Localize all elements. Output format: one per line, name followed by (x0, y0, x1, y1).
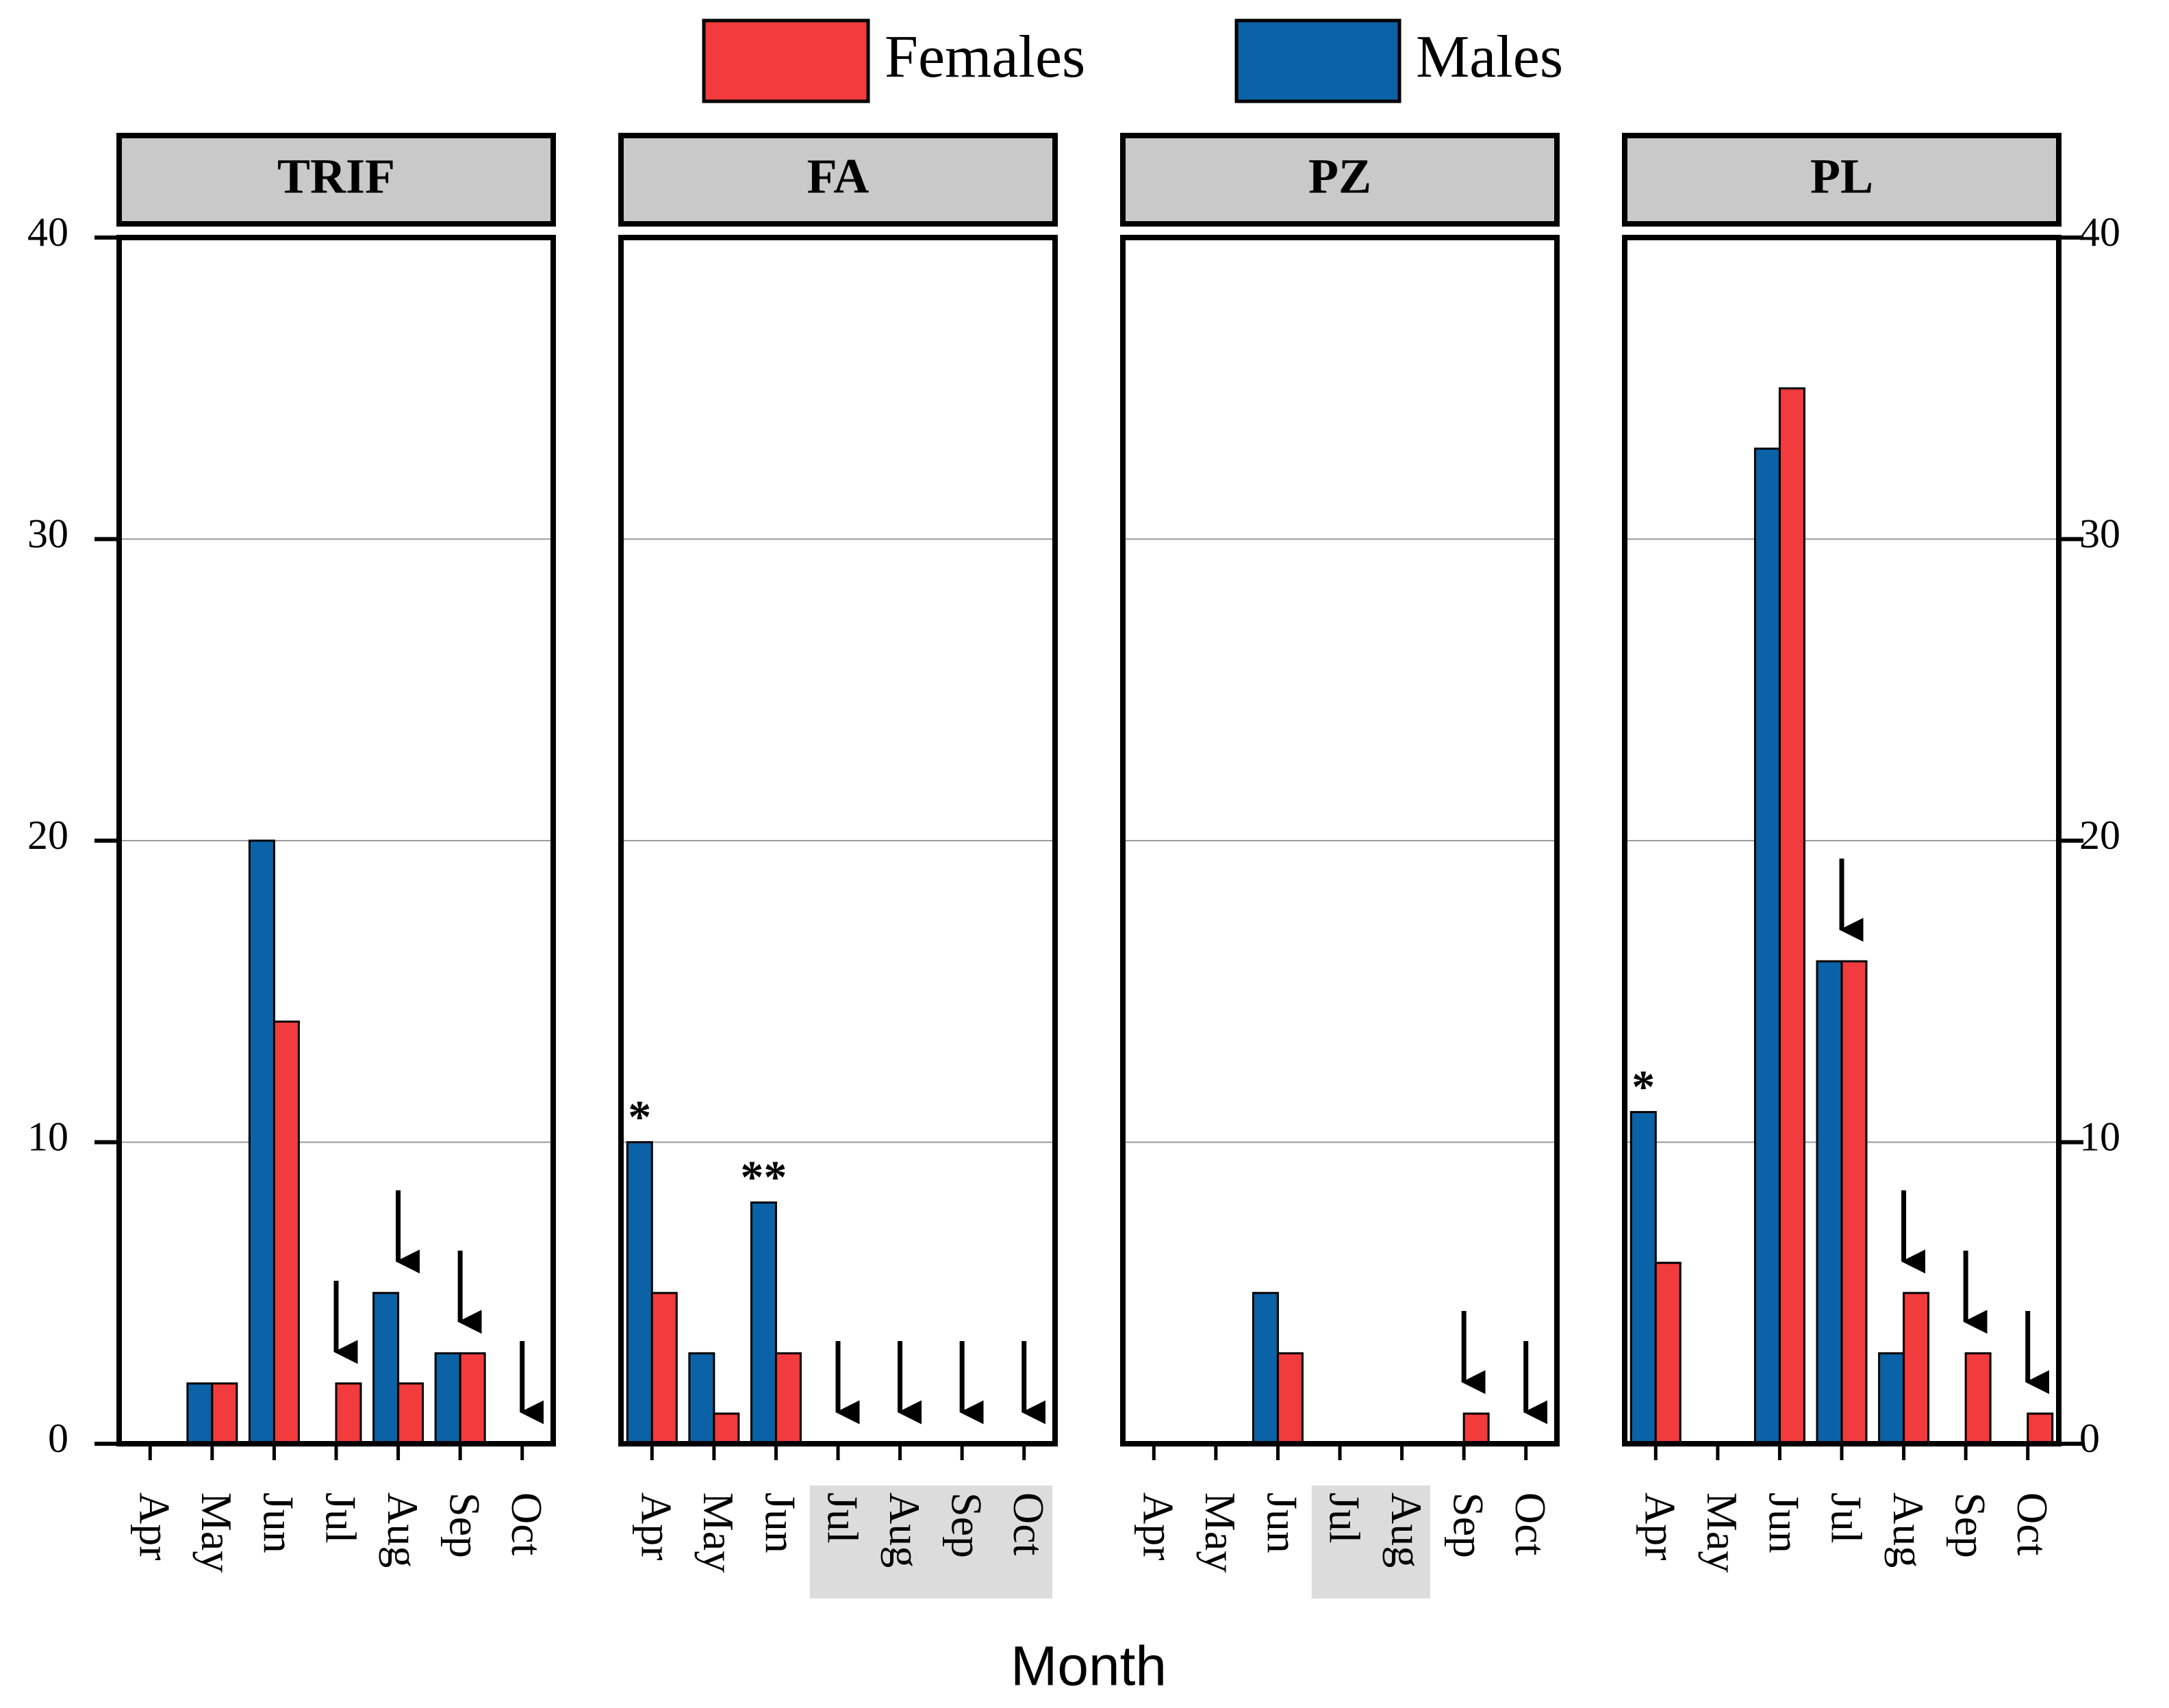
y-tick-label: 10 (27, 1114, 68, 1159)
annotation: ** (740, 1151, 787, 1203)
bar (372, 1292, 400, 1445)
x-tick-label: Oct (503, 1492, 551, 1556)
x-tick-label: Aug (880, 1492, 929, 1568)
x-tick-label: May (1698, 1492, 1747, 1572)
x-tick-label: May (192, 1492, 241, 1572)
bar (713, 1412, 740, 1445)
bar (1840, 960, 1868, 1445)
panel-title: PZ (1308, 149, 1371, 204)
y-tick-label: 30 (27, 511, 68, 556)
x-tick-label: Sep (1946, 1492, 1994, 1558)
bar (750, 1201, 777, 1445)
x-tick-label: Jun (1258, 1492, 1307, 1553)
bar (397, 1382, 424, 1445)
bar (1816, 960, 1843, 1445)
x-tick-label: Aug (379, 1492, 427, 1568)
bar (1462, 1412, 1490, 1445)
bar (1753, 447, 1781, 1445)
panel-title: FA (807, 149, 870, 204)
x-tick-label: Sep (440, 1492, 489, 1558)
x-tick-label: Oct (1506, 1492, 1555, 1556)
x-tick-label: Apr (1636, 1492, 1685, 1561)
strip (116, 133, 556, 227)
x-tick-label: Jul (1320, 1492, 1369, 1544)
x-tick-label: May (1196, 1492, 1245, 1572)
panel-frame (116, 235, 556, 1446)
y-tick-label: 20 (27, 813, 68, 858)
y-tick-label: 30 (2079, 511, 2120, 556)
x-tick-label: Apr (1134, 1492, 1183, 1561)
x-tick-label: Aug (1382, 1492, 1431, 1568)
bar (186, 1382, 214, 1445)
y-tick-label: 20 (2079, 813, 2120, 858)
strip (1120, 133, 1560, 227)
bar (1778, 387, 1805, 1445)
panel-title: TRIF (277, 149, 395, 204)
x-tick-label: Apr (633, 1492, 681, 1561)
bar (272, 1020, 300, 1445)
y-tick-label: 0 (48, 1416, 68, 1461)
annotation: * (628, 1091, 651, 1143)
x-tick-label: Sep (1444, 1492, 1493, 1558)
bar (211, 1382, 238, 1445)
y-tick-label: 40 (2079, 209, 2120, 255)
bar (1878, 1352, 1905, 1445)
legend-swatch (1234, 18, 1401, 103)
bar (1903, 1292, 1930, 1445)
y-tick-label: 0 (2079, 1416, 2100, 1461)
annotation: * (1632, 1060, 1655, 1112)
shaded-region (809, 1486, 1052, 1598)
x-tick-label: Oct (2008, 1492, 2057, 1556)
bar (650, 1292, 678, 1445)
bar (1276, 1352, 1304, 1445)
strip (618, 133, 1058, 227)
x-tick-label: Jul (316, 1492, 365, 1544)
bar (2027, 1412, 2054, 1445)
x-tick-label: Apr (131, 1492, 179, 1561)
x-tick-label: Oct (1004, 1492, 1053, 1556)
y-tick-label: 40 (27, 209, 68, 255)
y-tick-label: 10 (2079, 1114, 2120, 1159)
x-tick-label: Jun (255, 1492, 303, 1553)
bar (1252, 1292, 1279, 1445)
x-tick-label: Aug (1884, 1492, 1933, 1568)
bar (626, 1141, 653, 1445)
x-tick-label: Jul (818, 1492, 867, 1544)
panel-frame (1120, 235, 1560, 1446)
bar (434, 1352, 461, 1445)
bar (248, 839, 275, 1445)
x-tick-label: Jun (1760, 1492, 1809, 1553)
panel-frame (1622, 235, 2062, 1446)
x-tick-label: Jun (757, 1492, 805, 1553)
bar (1964, 1352, 1992, 1445)
bar (1629, 1110, 1657, 1445)
shaded-region (1311, 1486, 1430, 1598)
panel-title: PL (1810, 149, 1873, 204)
legend-label: Males (1416, 24, 1563, 90)
legend-swatch (702, 18, 870, 103)
bar (774, 1352, 802, 1445)
x-tick-label: May (694, 1492, 743, 1572)
x-tick-label: Sep (942, 1492, 991, 1558)
bar (688, 1352, 715, 1445)
x-tick-label: Jul (1822, 1492, 1870, 1544)
strip (1622, 133, 2062, 227)
panel-frame (618, 235, 1058, 1446)
bar (459, 1352, 486, 1445)
x-axis-title: Month (1011, 1635, 1167, 1698)
bar (1654, 1262, 1682, 1445)
legend-label: Females (885, 24, 1085, 90)
bar (335, 1382, 362, 1445)
